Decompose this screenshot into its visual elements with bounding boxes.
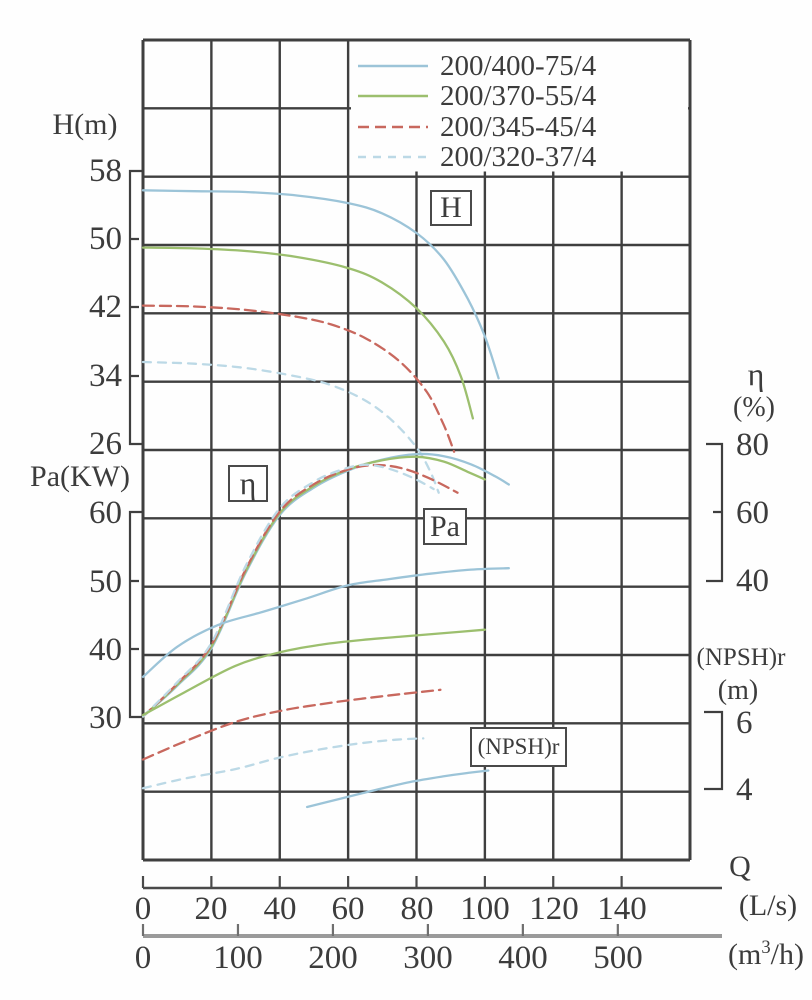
npsh-axis-bracket [704, 710, 724, 791]
curve-H-200/320-37/4 [141, 360, 440, 494]
q-lps-tick-40: 40 [263, 891, 297, 927]
npsh-axis-tick-4: 4 [736, 772, 753, 808]
q-lps-units-label: (L/s) [738, 889, 798, 922]
h-axis-tick-58: 58 [89, 153, 122, 189]
legend-item-200-400-75-4: 200/400-75/4 [440, 50, 597, 82]
curve-Pa-200/370-55/4 [141, 628, 487, 717]
npsh-axis-title: (NPSH)r [696, 644, 786, 671]
curve-eta-200/345-45/4 [141, 463, 459, 718]
legend-item-200-320-37-4: 200/320-37/4 [440, 141, 597, 173]
q-lps-tick-60: 60 [331, 891, 365, 927]
npsh-axis-units: (m) [717, 675, 759, 706]
curve-H-200/400-75/4 [141, 189, 500, 380]
curve-npsh-200/400-75/4 [305, 769, 490, 809]
pa-curves-label-box: Pa [423, 508, 467, 545]
q-lps-tick-120: 120 [529, 891, 579, 927]
pa-axis-tick-60: 60 [89, 495, 122, 531]
h-axis-bracket [128, 169, 142, 446]
curve-H-200/370-55/4 [141, 246, 475, 420]
eta-axis-tick-40: 40 [736, 563, 769, 599]
h-curves-label-box: H [430, 190, 472, 226]
q-m3h-tick-100: 100 [213, 940, 263, 976]
eta-axis-tick-80: 80 [736, 427, 769, 463]
legend-item-200-345-45-4: 200/345-45/4 [440, 111, 597, 143]
legend-backdrop [351, 41, 688, 172]
npsh-curve-label-box: (NPSH)r [470, 727, 567, 767]
q-m3h-units-label: (m3/h) [720, 938, 812, 972]
q-lps-tick-80: 80 [400, 891, 434, 927]
pa-axis-bracket [128, 510, 142, 719]
h-axis-title: H(m) [52, 108, 118, 141]
curve-H-200/345-45/4 [141, 304, 456, 453]
m3h-units-sup: 3 [761, 937, 771, 958]
curve-Pa-200/345-45/4 [141, 688, 442, 761]
h-axis-tick-42: 42 [89, 289, 122, 325]
h-axis-tick-26: 26 [89, 426, 122, 462]
eta-axis-title: η [747, 356, 765, 392]
q-lps-tick-140: 140 [597, 891, 647, 927]
q-lps-tick-20: 20 [194, 891, 228, 927]
q-m3h-tick-500: 500 [593, 940, 643, 976]
curve-Pa-200/400-75/4 [141, 567, 510, 679]
q-m3h-tick-300: 300 [403, 940, 453, 976]
curve-eta-200/320-37/4 [141, 463, 435, 718]
curve-Pa-200/320-37/4 [141, 737, 425, 790]
h-axis-tick-34: 34 [89, 358, 122, 394]
pa-axis-tick-30: 30 [89, 700, 122, 736]
pa-axis-tick-50: 50 [89, 564, 122, 600]
eta-curves-label-box: η [228, 465, 268, 502]
eta-axis-units: (%) [733, 392, 775, 423]
eta-axis-tick-60: 60 [736, 495, 769, 531]
curve-eta-200/400-75/4 [141, 452, 510, 718]
q-lps-tick-100: 100 [460, 891, 510, 927]
q-axis-title: Q [729, 850, 751, 883]
q-m3h-tick-200: 200 [308, 940, 358, 976]
q-m3h-tick-400: 400 [498, 940, 548, 976]
m3h-units-post: /h) [770, 938, 804, 971]
q-lps-tick-0: 0 [134, 891, 152, 927]
pa-axis-title: Pa(KW) [30, 460, 130, 493]
npsh-axis-tick-6: 6 [736, 705, 753, 741]
eta-axis-bracket [706, 442, 724, 583]
legend-item-200-370-55-4: 200/370-55/4 [440, 80, 597, 112]
h-axis-tick-50: 50 [89, 221, 122, 257]
q-m3h-tick-0: 0 [134, 940, 152, 976]
pa-axis-tick-40: 40 [89, 632, 122, 668]
m3h-units-pre: (m [728, 938, 762, 971]
